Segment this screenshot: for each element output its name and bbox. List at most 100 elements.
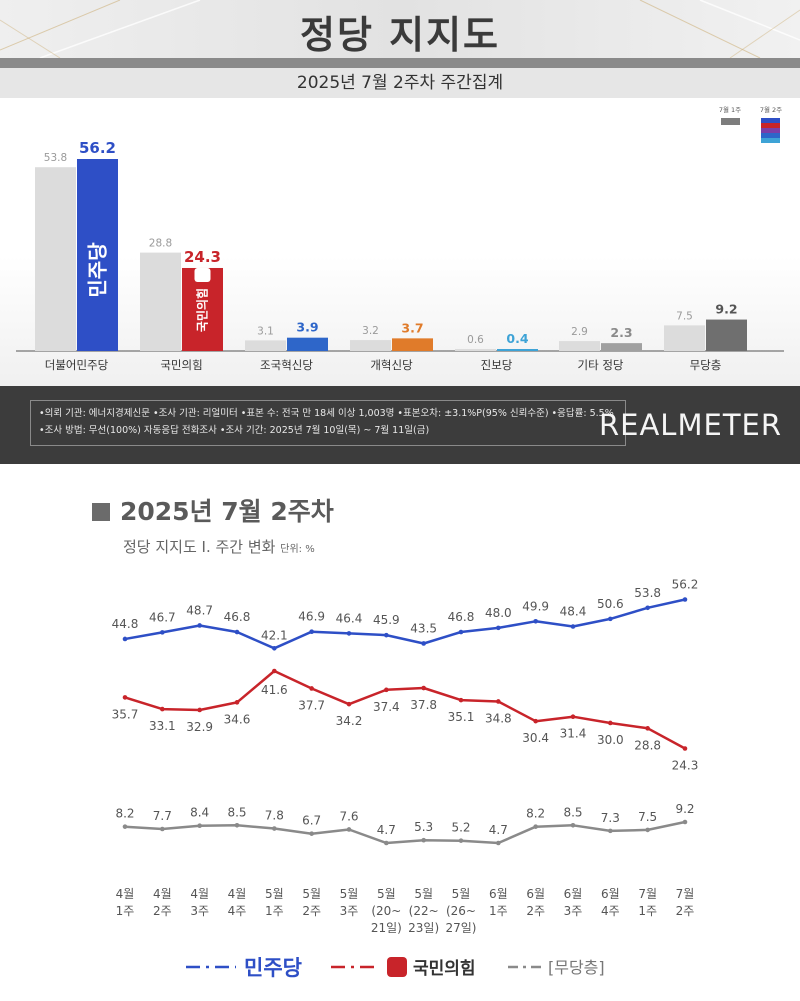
bar-prev-5 [455,348,496,351]
label-democratic-9: 43.5 [410,621,437,635]
label-independent-7: 7.6 [339,809,358,823]
x-tick-label-15: 7월 1주 [638,887,657,918]
bar-prev-value-3: 3.1 [257,325,274,337]
label-independent-3: 8.4 [190,806,209,820]
label-independent-9: 5.3 [414,820,433,834]
label-ppp-2: 33.1 [149,719,176,733]
bar-prev-4 [350,340,391,351]
survey-info-box: •의뢰 기관: 에너지경제신문 •조사 기관: 리얼미터 •표본 수: 전국 만… [30,400,626,446]
bar-curr-4 [392,338,433,351]
label-democratic-16: 56.2 [672,578,699,592]
x-tick-label-10: 5월 (26~ 27일) [446,887,477,935]
point-independent-5 [272,826,277,831]
label-independent-11: 4.7 [489,823,508,837]
point-ppp-8 [384,687,389,693]
unit-label: 단위: % [280,544,315,555]
point-ppp-7 [346,701,352,707]
point-democratic-15 [645,605,650,611]
legend-curr-label: 7월 2주 [760,105,782,114]
legend-curr-swatch-5 [761,138,780,143]
ppp-logo-icon [387,957,407,977]
x-tick-label-12: 6월 2주 [526,887,545,918]
label-democratic-12: 49.9 [522,599,549,613]
bar-chart: 53.8 56.2 더불어민주당 28.8 24.3 국민의힘 3.1 3.9 조국혁신당 3.2… [16,105,784,372]
bar-curr-6 [601,343,642,351]
legend-curr-swatch-4 [761,133,780,138]
bar-curr-7 [706,319,747,351]
point-ppp-3 [197,707,202,713]
legend-curr-swatch-1 [761,118,780,123]
point-democratic-12 [533,619,538,624]
bar-prev-3 [245,340,286,351]
bar-prev-7 [664,325,705,351]
x-tick-label-4: 4월 4주 [228,887,247,918]
point-independent-8 [384,840,389,846]
category-label-7: 무당층 [690,358,722,372]
label-ppp-3: 32.9 [186,720,213,734]
legend-prev-swatch [721,118,740,125]
point-ppp-14 [608,720,613,726]
point-independent-6 [309,831,314,836]
point-democratic-14 [608,616,613,622]
label-ppp-5: 41.6 [261,683,288,697]
x-tick-label-3: 4월 3주 [190,887,209,918]
label-independent-12: 8.2 [526,807,545,821]
label-independent-4: 8.5 [227,805,246,819]
survey-info-line-1: •의뢰 기관: 에너지경제신문 •조사 기관: 리얼미터 •표본 수: 전국 만… [39,408,614,419]
point-ppp-1 [122,695,128,700]
bar-curr-value-3: 3.9 [296,320,318,335]
point-ppp-9 [421,685,426,691]
decorative-lines [0,0,800,58]
label-independent-2: 7.7 [153,809,172,823]
bar-inner-label-democratic: 민주당 [86,242,110,298]
label-democratic-6: 46.9 [298,610,325,624]
survey-footer: •의뢰 기관: 에너지경제신문 •조사 기관: 리얼미터 •표본 수: 전국 만… [0,386,800,464]
point-ppp-4 [234,700,240,705]
x-tick-label-14: 6월 4주 [601,887,620,918]
point-democratic-7 [346,631,352,636]
label-democratic-14: 50.6 [597,597,624,611]
point-democratic-13 [570,624,576,629]
bar-prev-6 [559,341,600,351]
bar-prev-1 [35,167,76,351]
bar-curr-1 [77,159,118,351]
realmeter-logo: REALMETER [599,408,782,442]
point-ppp-15 [645,726,650,731]
label-independent-1: 8.2 [115,807,134,821]
point-independent-13 [570,822,576,828]
point-independent-3 [197,823,202,829]
point-ppp-6 [309,686,314,691]
label-ppp-13: 31.4 [560,727,587,741]
point-democratic-10 [458,629,464,635]
label-ppp-11: 34.8 [485,711,512,725]
label-democratic-7: 46.4 [336,611,363,625]
label-democratic-3: 48.7 [186,603,213,617]
x-tick-label-1: 4월 1주 [116,887,135,918]
square-bullet-icon [92,503,110,521]
bar-prev-2 [140,252,181,351]
point-independent-14 [608,828,613,834]
bar-prev-value-2: 28.8 [149,238,172,250]
label-democratic-2: 46.7 [149,610,176,624]
point-democratic-5 [272,646,277,651]
bar-prev-value-4: 3.2 [362,325,379,337]
point-independent-7 [346,827,352,832]
bar-curr-value-7: 9.2 [715,302,737,317]
label-independent-15: 7.5 [638,810,657,824]
legend-curr-swatch-3 [761,128,780,133]
point-democratic-9 [421,641,426,646]
point-democratic-4 [234,629,240,635]
x-tick-label-11: 6월 1주 [489,887,508,918]
bar-prev-value-7: 7.5 [676,310,693,322]
bar-prev-value-5: 0.6 [467,334,484,346]
label-democratic-4: 46.8 [224,610,251,624]
category-label-6: 기타 정당 [578,358,624,372]
bar-inner-label-ppp: 국민의힘 [195,288,210,332]
label-ppp-12: 30.4 [522,731,549,745]
bar-curr-3 [287,337,328,351]
legend-label-ppp: 국민의힘 [413,958,476,979]
label-ppp-9: 37.8 [410,698,437,712]
line-chart: 44.8 46.7 48.7 46.8 42.1 46.9 46.4 45.9 43.5 46.8… [112,578,699,981]
category-label-4: 개혁신당 [370,358,413,372]
point-independent-10 [458,838,464,843]
